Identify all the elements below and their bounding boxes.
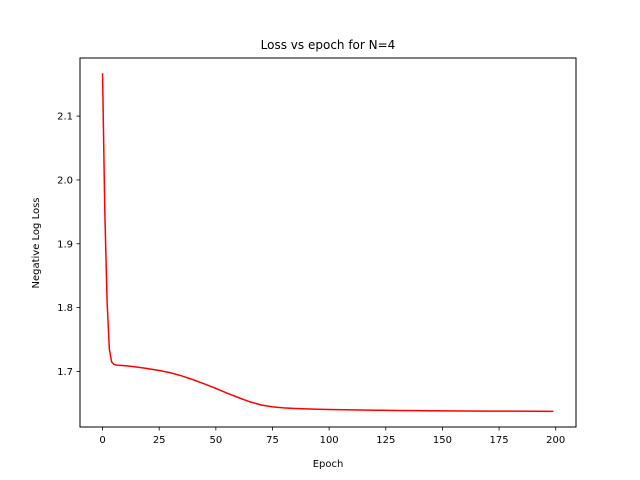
x-tick-label: 150 [433, 435, 452, 446]
x-tick-label: 50 [209, 435, 222, 446]
y-tick-label: 1.9 [57, 239, 73, 250]
x-tick-label: 0 [99, 435, 105, 446]
x-tick-label: 75 [266, 435, 279, 446]
chart-title: Loss vs epoch for N=4 [261, 38, 396, 52]
x-axis-label: Epoch [313, 459, 344, 470]
y-axis-label: Negative Log Loss [31, 197, 42, 288]
x-tick-label: 25 [153, 435, 166, 446]
y-axis-ticks: 1.7 1.8 1.9 2.0 2.1 [57, 112, 80, 378]
series-layer [101, 73, 554, 413]
y-tick-label: 2.0 [57, 175, 73, 186]
y-tick-label: 1.7 [57, 367, 73, 378]
x-tick-label: 175 [490, 435, 509, 446]
plot-area-frame [79, 57, 577, 428]
y-tick-label: 1.8 [57, 303, 73, 314]
series-line [101, 73, 554, 413]
x-tick-label: 200 [546, 435, 565, 446]
x-tick-label: 100 [320, 435, 339, 446]
x-axis-ticks: 0 25 50 75 100 125 150 175 200 [99, 427, 565, 446]
x-tick-label: 125 [376, 435, 395, 446]
y-tick-label: 2.1 [57, 112, 73, 123]
